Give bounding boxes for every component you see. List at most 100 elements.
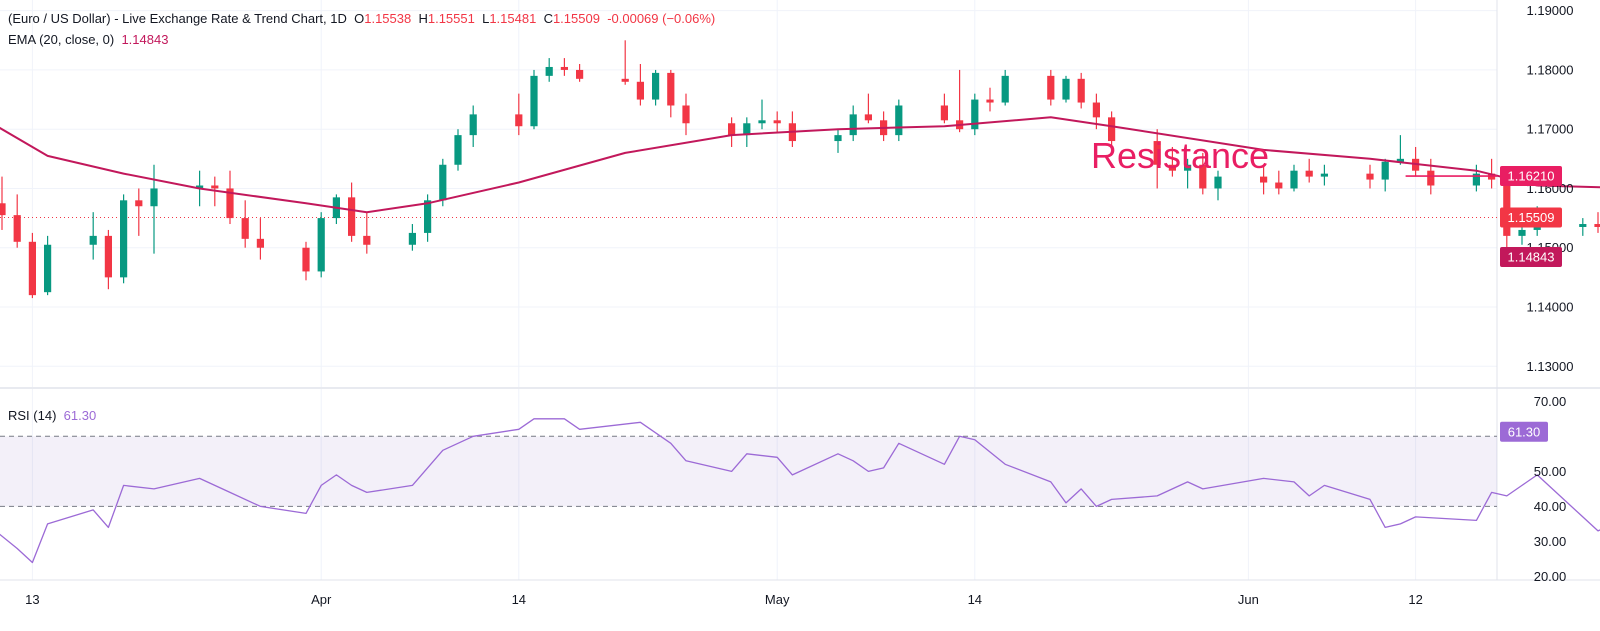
- candle-body: [1199, 164, 1207, 189]
- candle: [1594, 212, 1600, 233]
- candle-body: [28, 241, 36, 296]
- candle: [1108, 111, 1116, 147]
- high-label: H: [418, 11, 428, 26]
- candle: [363, 212, 371, 254]
- candle: [1290, 164, 1298, 192]
- candle-body: [1077, 78, 1085, 103]
- candle-body: [545, 66, 553, 76]
- candle-body: [1047, 75, 1055, 100]
- candle: [940, 93, 948, 124]
- candle-body: [1062, 78, 1070, 100]
- candle-body: [576, 69, 584, 79]
- time-tick-label: 13: [25, 592, 39, 607]
- candle-body: [834, 135, 842, 142]
- price-tick-label: 1.18000: [1527, 62, 1574, 77]
- last-price-label-text: 1.15509: [1508, 210, 1555, 225]
- rsi-tick-label: 50.00: [1534, 464, 1567, 479]
- candle-body: [1533, 226, 1541, 230]
- candle: [1366, 164, 1374, 189]
- candle: [348, 182, 356, 242]
- candle-body: [1594, 224, 1600, 227]
- candle: [1381, 158, 1389, 192]
- candle-body: [1153, 141, 1161, 165]
- candle: [13, 194, 21, 248]
- rsi-line: [0, 418, 1600, 564]
- resistance-price-label: 1.16210: [1500, 166, 1562, 187]
- candle-body: [1184, 164, 1192, 171]
- rsi-value: 61.30: [63, 408, 97, 423]
- candle-body: [424, 200, 432, 233]
- candle-body: [728, 123, 736, 136]
- resistance-price-label-text: 1.16210: [1508, 169, 1555, 184]
- candle-body: [652, 72, 660, 100]
- candle: [1168, 146, 1176, 177]
- candle-body: [196, 185, 204, 189]
- candle: [545, 58, 553, 82]
- candle-body: [1168, 164, 1176, 171]
- ema-price-label-box: [1500, 247, 1562, 268]
- candle-body: [1290, 170, 1298, 189]
- candle: [408, 224, 416, 251]
- open-label: O: [354, 11, 365, 26]
- candle-body: [560, 66, 568, 70]
- candle: [44, 235, 52, 296]
- last-price-label-box: [1500, 207, 1562, 228]
- open-value: 1.15538: [364, 11, 412, 26]
- candle: [728, 117, 736, 147]
- candle-body: [1320, 173, 1328, 177]
- candle-body: [1381, 161, 1389, 180]
- candle: [1047, 69, 1055, 106]
- candle: [849, 105, 857, 142]
- candle: [1001, 69, 1009, 106]
- rsi-label: RSI (14): [8, 408, 57, 423]
- candle-body: [1472, 173, 1480, 186]
- candle: [104, 229, 112, 290]
- candle-body: [849, 114, 857, 136]
- candle-body: [348, 197, 356, 236]
- price-tick-label: 1.17000: [1527, 122, 1574, 137]
- candle-body: [530, 75, 538, 127]
- chart-header-legend: (Euro / US Dollar) - Live Exchange Rate …: [8, 11, 715, 26]
- close-value: 1.15509: [552, 11, 600, 26]
- candle: [241, 200, 249, 248]
- candle: [560, 58, 568, 76]
- candle-body: [621, 78, 629, 82]
- rsi-tick-label: 20.00: [1534, 569, 1567, 584]
- candle-body: [13, 215, 21, 242]
- candle-body: [439, 164, 447, 201]
- candle-body: [667, 72, 675, 106]
- resistance-annotation: Resistance: [1091, 135, 1269, 176]
- candle-body: [469, 114, 477, 136]
- rsi-legend: RSI (14) 61.30: [8, 408, 96, 423]
- candle-body: [773, 120, 781, 124]
- candle: [120, 194, 128, 284]
- candle-body: [104, 235, 112, 278]
- time-tick-label: May: [765, 592, 790, 607]
- price-tick-label: 1.13000: [1527, 359, 1574, 374]
- candle-body: [241, 218, 249, 239]
- candle: [530, 69, 538, 130]
- candle: [758, 99, 766, 130]
- candle-body: [226, 188, 234, 219]
- rsi-tick-label: 40.00: [1534, 499, 1567, 514]
- candle: [1396, 135, 1404, 165]
- candle: [256, 218, 264, 260]
- candle-body: [1366, 173, 1374, 180]
- candle-body: [515, 114, 523, 127]
- time-axis: 13Apr14May14Jun12Jul14Aug14Sep14: [25, 592, 1423, 607]
- candle: [576, 64, 584, 82]
- candle: [1579, 218, 1587, 236]
- candle-body: [758, 120, 766, 124]
- candle: [469, 105, 477, 147]
- symbol-title: (Euro / US Dollar) - Live Exchange Rate …: [8, 11, 347, 26]
- candle: [743, 117, 751, 147]
- ema-price-label-text: 1.14843: [1508, 250, 1555, 265]
- candle-body: [1275, 182, 1283, 189]
- candle-body: [1108, 117, 1116, 142]
- candle: [302, 241, 310, 281]
- time-tick-label: 14: [512, 592, 526, 607]
- candle: [1305, 158, 1313, 183]
- candle-body: [1396, 158, 1404, 162]
- candle-body: [986, 99, 994, 103]
- rsi-band: [0, 436, 1497, 507]
